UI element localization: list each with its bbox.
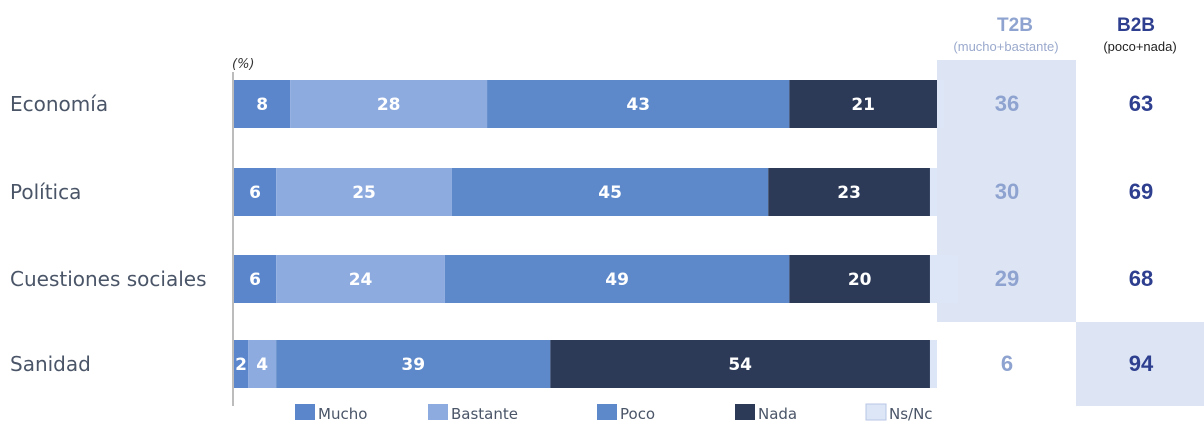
- legend-swatch-nada: [735, 404, 755, 420]
- category-label-sanidad: Sanidad: [10, 352, 91, 376]
- category-label-economia: Economía: [10, 92, 108, 116]
- bar-segment-ns-nc: [929, 340, 937, 388]
- bar-segment-nada: [768, 168, 930, 216]
- data-label: 39: [401, 355, 425, 375]
- data-label: 8: [256, 95, 268, 115]
- data-label: 54: [728, 355, 752, 375]
- legend: Mucho Bastante Poco Nada Ns/Nc: [295, 403, 933, 423]
- t2b-value: 6: [1001, 351, 1013, 376]
- bars: 8 28 43 21 6 25 45 23 6 24 49 20 2 4 39 54: [234, 80, 959, 388]
- b2b-value: 68: [1129, 266, 1153, 291]
- summary-values: 36 63 30 69 29 68 6 94: [995, 91, 1154, 376]
- bar-segment-bastante: [276, 168, 452, 216]
- t2b-title: T2B: [997, 15, 1033, 36]
- bar-segment-ns-nc: [929, 168, 937, 216]
- bar-segment-nada: [789, 80, 937, 128]
- data-label: 28: [377, 95, 401, 115]
- t2b-subtitle: (mucho+bastante): [953, 39, 1058, 54]
- bar-segment-mucho: [234, 255, 277, 303]
- data-label: 6: [249, 183, 261, 203]
- t2b-value: 30: [995, 179, 1019, 204]
- legend-label-mucho: Mucho: [318, 405, 367, 423]
- bar-segment-bastante: [290, 80, 488, 128]
- category-label-cuestiones-sociales: Cuestiones sociales: [10, 267, 207, 291]
- bar-segment-ns-nc: [929, 255, 959, 303]
- t2b-highlight-cell: [937, 148, 1076, 236]
- bar-segment-mucho: [234, 168, 277, 216]
- bar-segment-bastante: [248, 340, 277, 388]
- summary-highlights: [937, 60, 1204, 406]
- legend-swatch-ns-nc: [865, 403, 887, 421]
- data-label: 24: [349, 270, 373, 290]
- bar-segment-bastante: [276, 255, 445, 303]
- bar-segment-poco: [276, 340, 551, 388]
- data-label: 49: [605, 270, 629, 290]
- data-label: 25: [352, 183, 376, 203]
- t2b-value: 29: [995, 266, 1019, 291]
- legend-swatch-mucho: [295, 404, 315, 420]
- bar-segment-mucho: [234, 80, 291, 128]
- b2b-value: 69: [1129, 179, 1153, 204]
- data-label: 23: [837, 183, 861, 203]
- data-label: 20: [848, 270, 872, 290]
- unit-label: (%): [232, 57, 255, 72]
- data-label: 6: [249, 270, 261, 290]
- bar-segment-poco: [487, 80, 790, 128]
- b2b-subtitle: (poco+nada): [1103, 39, 1176, 54]
- bar-segment-nada: [550, 340, 930, 388]
- category-label-politica: Política: [10, 180, 81, 204]
- bar-segment-ns-nc: [937, 80, 945, 128]
- legend-label-ns-nc: Ns/Nc: [889, 405, 933, 423]
- bar-segment-poco: [444, 255, 790, 303]
- data-label: 43: [626, 95, 650, 115]
- data-label: 2: [235, 355, 247, 375]
- bar-segment-poco: [451, 168, 769, 216]
- data-label: 21: [851, 95, 875, 115]
- b2b-highlight-cell: [1076, 322, 1204, 406]
- bar-segment-mucho: [234, 340, 249, 388]
- bar-segment-nada: [789, 255, 930, 303]
- legend-label-bastante: Bastante: [451, 405, 518, 423]
- data-label: 45: [598, 183, 622, 203]
- t2b-highlight-cell: [937, 236, 1076, 322]
- t2b-value: 36: [995, 91, 1019, 116]
- b2b-title: B2B: [1117, 15, 1155, 36]
- data-label: 4: [256, 355, 268, 375]
- t2b-highlight-cell: [937, 60, 1076, 148]
- legend-label-nada: Nada: [758, 405, 797, 423]
- legend-swatch-poco: [597, 404, 617, 420]
- b2b-value: 63: [1129, 91, 1153, 116]
- summary-header: T2B (mucho+bastante) B2B (poco+nada): [953, 15, 1176, 54]
- legend-label-poco: Poco: [620, 405, 655, 423]
- legend-swatch-bastante: [428, 404, 448, 420]
- category-labels: Economía Política Cuestiones sociales Sanid…: [10, 92, 207, 376]
- b2b-value: 94: [1129, 351, 1154, 376]
